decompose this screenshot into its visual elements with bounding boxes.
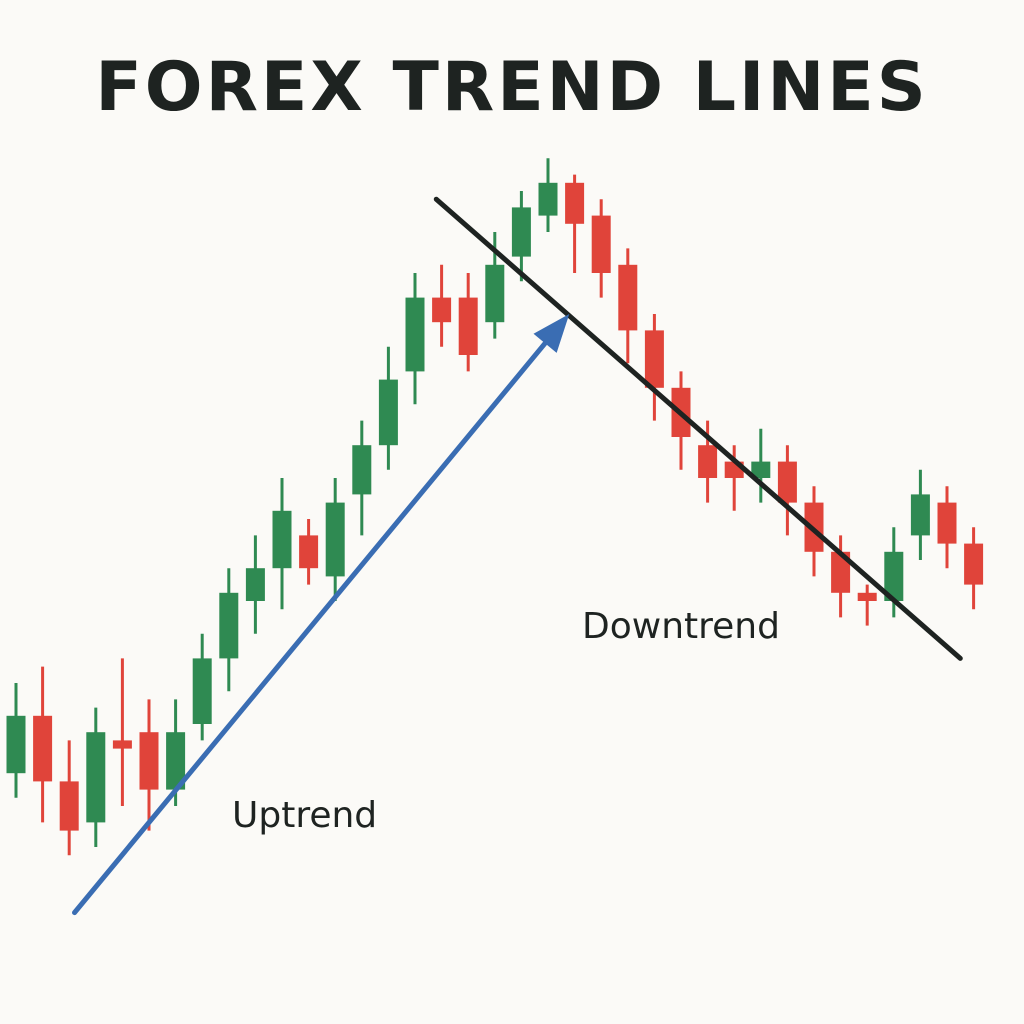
candle-body (458, 297, 478, 355)
downtrend-line (433, 196, 963, 661)
candle-bearish (33, 666, 53, 823)
candle-body (698, 445, 718, 478)
candle-body (884, 551, 904, 601)
trendlines-layer (72, 196, 963, 916)
candle-body (937, 502, 957, 544)
candle-bullish (192, 633, 212, 741)
candle-body (777, 461, 797, 503)
candle-body (245, 568, 265, 601)
candle-body (751, 461, 771, 478)
candle-bullish (245, 535, 265, 634)
candle-bullish (325, 478, 345, 601)
chart-title: FOREX TREND LINES (95, 48, 929, 127)
candle-bullish (538, 158, 558, 232)
candle-body (644, 330, 664, 388)
candle-body (166, 732, 186, 790)
candle-body (59, 781, 79, 831)
candle-bearish (618, 248, 638, 364)
candle-bearish (777, 445, 797, 536)
candle-body (272, 510, 292, 569)
candle-bullish (352, 420, 372, 536)
candle-bullish (378, 346, 398, 470)
candle-bearish (565, 174, 585, 273)
candle-body (352, 445, 372, 495)
candle-body (565, 182, 585, 224)
uptrend-line (72, 337, 551, 916)
candle-body (299, 535, 319, 569)
candle-bearish (458, 273, 478, 372)
candle-bullish (511, 191, 531, 282)
candle-bullish (405, 273, 425, 405)
candle-body (485, 264, 505, 323)
candle-body (432, 297, 452, 323)
candle-body (831, 551, 851, 593)
candle-bearish (112, 658, 132, 806)
uptrend-arrowhead-icon (533, 314, 570, 353)
candle-bullish (910, 469, 930, 560)
candle-body (219, 592, 239, 659)
candle-body (511, 207, 531, 257)
candle-body (857, 592, 877, 601)
candle-body (6, 715, 26, 774)
candle-body (538, 182, 558, 216)
candle-bullish (6, 683, 26, 798)
candle-bearish (831, 535, 851, 618)
candles-layer (6, 158, 984, 856)
candle-body (910, 494, 930, 536)
candle-bullish (86, 707, 106, 847)
candle-body (86, 732, 106, 823)
candle-bearish (59, 740, 79, 856)
candle-body (405, 297, 425, 372)
candle-bullish (751, 428, 771, 503)
candle-body (33, 715, 53, 782)
candle-body (325, 502, 345, 577)
candle-body (618, 264, 638, 331)
candle-bullish (219, 568, 239, 692)
candle-bearish (139, 699, 159, 831)
candle-body (139, 732, 159, 790)
candle-bearish (591, 199, 611, 298)
candle-body (378, 379, 398, 446)
candle-body (964, 543, 984, 585)
candle-body (112, 740, 132, 749)
candle-bearish (299, 519, 319, 585)
candle-body (591, 215, 611, 273)
candle-bearish (937, 486, 957, 569)
candle-bearish (644, 314, 664, 421)
candle-bullish (272, 478, 292, 610)
candle-bearish (432, 264, 452, 347)
downtrend-label: Downtrend (582, 606, 780, 647)
candle-bearish (964, 527, 984, 610)
candle-bearish (857, 584, 877, 626)
uptrend-label: Uptrend (232, 795, 377, 836)
candle-body (192, 658, 212, 724)
